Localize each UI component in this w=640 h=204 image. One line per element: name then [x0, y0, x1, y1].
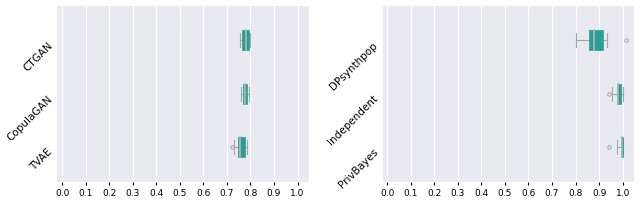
Bar [621, 137, 623, 157]
Bar [589, 30, 604, 50]
Bar [243, 30, 249, 50]
Bar [243, 83, 247, 104]
Bar [617, 83, 621, 104]
Bar [238, 137, 244, 157]
